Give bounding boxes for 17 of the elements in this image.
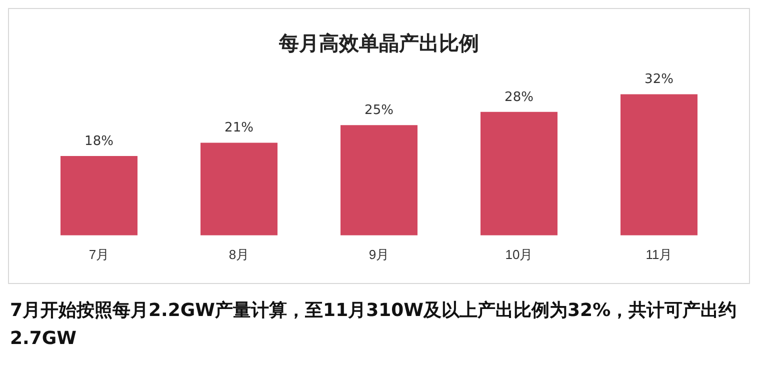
x-tick-label: 8月	[228, 246, 250, 262]
text: 7月开始按照每月2.2GW产量计算，至11月310W及以上产出比例为32%，共计可产出约2.7GW	[10, 299, 738, 351]
bar	[60, 156, 138, 236]
data-label: 18%	[84, 134, 114, 149]
data-label: 21%	[224, 120, 254, 136]
bar	[480, 112, 558, 236]
x-tick-label: 10月	[505, 246, 533, 262]
chart-title: 每月高效单晶产出比例	[278, 31, 479, 56]
x-tick-label: 7月	[88, 246, 110, 262]
x-tick-label: 9月	[368, 246, 390, 262]
bar	[620, 94, 698, 236]
data-label: 32%	[644, 72, 674, 88]
x-tick-label: 11月	[646, 246, 672, 262]
data-label: 28%	[504, 90, 534, 105]
bar	[340, 125, 418, 236]
data-label: 25%	[364, 102, 394, 118]
bar	[200, 142, 278, 236]
